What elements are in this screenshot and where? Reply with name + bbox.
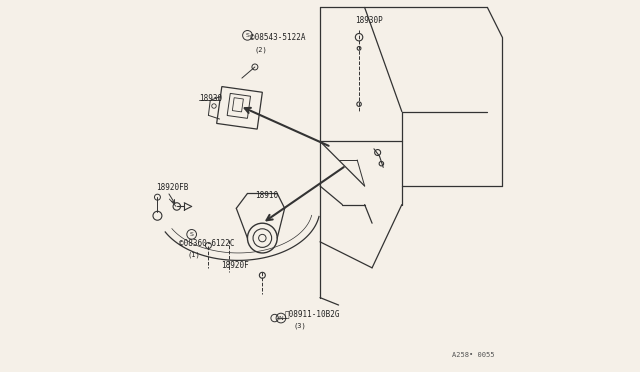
Text: 18910: 18910 bbox=[255, 191, 278, 200]
Bar bbox=[232, 98, 243, 112]
Bar bbox=[217, 87, 262, 129]
Text: ©08543-5122A: ©08543-5122A bbox=[250, 33, 305, 42]
Text: ⓝ08911-10B2G: ⓝ08911-10B2G bbox=[285, 310, 340, 319]
Text: 18930: 18930 bbox=[199, 94, 222, 103]
Text: 18930P: 18930P bbox=[355, 16, 383, 25]
Text: 18920FB: 18920FB bbox=[156, 183, 189, 192]
Text: S: S bbox=[246, 33, 250, 38]
Text: (2): (2) bbox=[255, 47, 268, 54]
Text: (3): (3) bbox=[294, 322, 307, 329]
Text: N: N bbox=[278, 315, 284, 321]
Text: 18920F: 18920F bbox=[221, 262, 249, 270]
Bar bbox=[227, 93, 250, 118]
Text: S: S bbox=[189, 232, 193, 237]
Text: A258• 0055: A258• 0055 bbox=[452, 352, 495, 358]
Text: ©08360-6122C: ©08360-6122C bbox=[179, 239, 234, 248]
Text: (1): (1) bbox=[188, 251, 201, 258]
